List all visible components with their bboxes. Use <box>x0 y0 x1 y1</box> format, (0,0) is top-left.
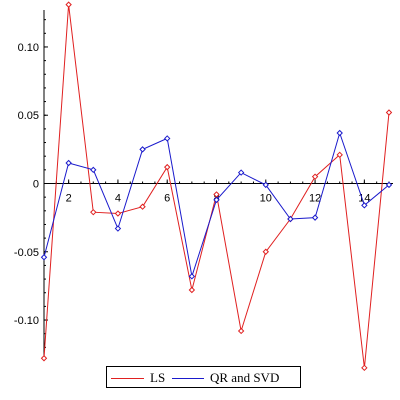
data-point-ls <box>361 364 368 372</box>
data-point-qr-svd <box>213 196 220 204</box>
data-point-ls <box>237 327 245 335</box>
y-tick-label: -0.10 <box>14 315 39 327</box>
data-point-qr-svd <box>336 129 343 137</box>
data-point-qr-svd <box>262 181 269 189</box>
data-point-qr-svd <box>361 202 368 209</box>
x-tick-label: 4 <box>115 193 121 205</box>
data-point-qr-svd <box>65 159 72 167</box>
data-point-qr-svd <box>114 225 122 232</box>
data-point-ls <box>164 163 171 171</box>
data-point-ls <box>188 286 196 294</box>
data-point-ls <box>311 173 319 180</box>
x-tick-label: 10 <box>260 193 272 205</box>
x-tick-label: 2 <box>66 193 72 205</box>
data-point-ls <box>40 355 48 362</box>
data-point-ls <box>65 1 72 8</box>
data-point-qr-svd <box>90 166 97 174</box>
x-tick-label: 6 <box>164 193 170 205</box>
data-point-ls <box>139 203 146 210</box>
legend-item-ls: LS <box>111 370 171 386</box>
data-point-ls <box>90 208 97 216</box>
legend-label-ls: LS <box>150 370 166 385</box>
data-point-qr-svd <box>40 254 48 261</box>
data-point-ls <box>262 248 269 255</box>
data-point-qr-svd <box>385 181 393 189</box>
data-point-qr-svd <box>237 169 245 176</box>
x-tick-label: 12 <box>309 193 321 205</box>
data-point-ls <box>336 151 343 159</box>
data-point-qr-svd <box>139 146 146 153</box>
legend-item-qr-svd: QR and SVD <box>172 370 297 386</box>
data-point-qr-svd <box>287 215 294 223</box>
data-point-ls <box>385 109 393 116</box>
legend: LS QR and SVD <box>106 366 301 388</box>
series-line-ls <box>43 4 390 368</box>
data-point-qr-svd <box>164 135 171 142</box>
legend-swatch-ls <box>111 378 144 379</box>
data-point-qr-svd <box>188 273 196 280</box>
axes: 0.100.050-0.05-0.102468101214 <box>14 10 393 361</box>
y-tick-label: 0.10 <box>18 42 39 54</box>
legend-label-qr-svd: QR and SVD <box>210 370 280 385</box>
data-point-ls <box>114 210 122 217</box>
data-point-qr-svd <box>311 214 319 221</box>
series-layer <box>40 1 393 372</box>
y-tick-label: -0.05 <box>14 247 39 259</box>
y-tick-label: 0 <box>33 179 39 191</box>
y-tick-label: 0.05 <box>18 110 39 122</box>
legend-swatch-qr-svd <box>172 378 204 379</box>
